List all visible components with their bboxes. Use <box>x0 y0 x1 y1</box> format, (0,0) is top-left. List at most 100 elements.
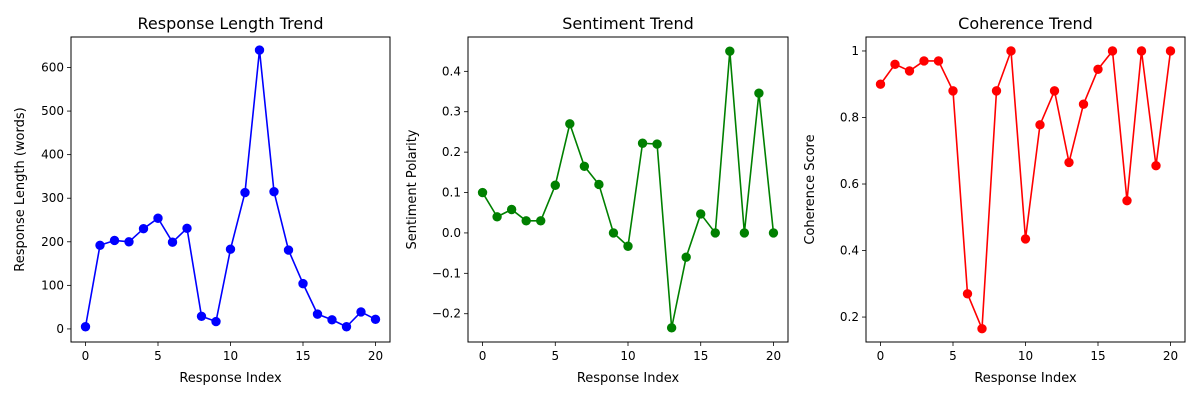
y-tick-label: 400 <box>41 148 64 162</box>
data-point <box>739 228 750 238</box>
y-tick-label: 0.3 <box>442 105 461 119</box>
data-point <box>124 237 134 247</box>
data-point <box>1020 234 1031 244</box>
data-point <box>1078 99 1089 109</box>
data-point <box>240 187 250 198</box>
y-tick-label: 300 <box>41 191 64 205</box>
data-point <box>594 179 604 190</box>
data-point <box>1064 157 1074 168</box>
y-tick-label: 0.6 <box>840 177 859 191</box>
data-point <box>550 180 560 190</box>
y-tick-label: 0.4 <box>840 244 859 258</box>
x-tick-label: 15 <box>693 349 708 363</box>
y-tick-label: 0.1 <box>442 186 461 200</box>
data-point <box>696 209 706 219</box>
y-tick-label: 100 <box>41 278 64 292</box>
y-tick-label: 0 <box>56 322 64 336</box>
data-point <box>153 213 163 223</box>
y-tick-label: 200 <box>41 235 64 249</box>
chart-panel-2: 0 5 10 15 20 −0.2 −0.1 0.0 0.1 0.2 0.3 0.4 Sentiment… <box>405 14 789 386</box>
data-point <box>370 314 381 325</box>
y-tick-label: 0.2 <box>840 310 859 324</box>
data-point <box>579 161 590 171</box>
data-point <box>492 212 502 222</box>
data-point <box>710 228 720 238</box>
y-tick-label: 0.8 <box>840 110 859 124</box>
data-point <box>269 186 279 197</box>
data-point <box>1006 46 1016 56</box>
x-tick-label: 0 <box>82 349 90 363</box>
data-point <box>768 228 779 238</box>
data-point <box>725 46 735 56</box>
data-point <box>1151 161 1161 171</box>
y-tick-label: 600 <box>41 61 64 75</box>
data-point <box>298 278 308 289</box>
chart-title: Sentiment Trend <box>562 14 694 33</box>
data-point <box>919 56 929 66</box>
data-point <box>182 223 192 233</box>
chart-title: Response Length Trend <box>138 14 324 33</box>
data-point <box>80 322 91 332</box>
y-tick-label: −0.2 <box>432 307 461 321</box>
y-axis-label: Response Length (words) <box>13 107 28 271</box>
data-point <box>356 307 366 317</box>
data-point <box>536 216 546 226</box>
data-point <box>875 79 886 89</box>
data-point <box>565 119 575 129</box>
data-point <box>608 228 619 238</box>
x-tick-label: 5 <box>551 349 559 363</box>
x-tick-label: 5 <box>949 349 957 363</box>
data-point <box>652 139 662 149</box>
data-point <box>991 86 1002 96</box>
x-axis-label: Response Index <box>974 371 1077 386</box>
data-point <box>109 235 120 246</box>
data-point <box>637 138 648 148</box>
x-tick-label: 5 <box>154 349 162 363</box>
data-point <box>1165 46 1176 56</box>
data-point <box>666 323 677 333</box>
data-point <box>1136 46 1147 56</box>
data-point <box>225 244 236 254</box>
x-tick-label: 0 <box>479 349 487 363</box>
data-point <box>1093 64 1103 74</box>
data-point <box>977 323 987 334</box>
data-point <box>890 59 900 69</box>
y-axis-label: Coherence Score <box>803 134 818 244</box>
data-point <box>681 252 691 262</box>
data-point <box>904 66 915 76</box>
x-tick-label: 10 <box>1018 349 1033 363</box>
data-point <box>312 309 323 319</box>
data-point <box>95 240 105 250</box>
data-point <box>521 216 531 226</box>
data-point <box>254 45 265 55</box>
x-axis-label: Response Index <box>179 371 282 386</box>
data-point <box>506 204 517 215</box>
data-point <box>948 86 958 96</box>
chart-panel-3: 0 5 10 15 20 0.2 0.4 0.6 0.8 1 Coherence Trend Resp… <box>803 14 1186 386</box>
data-point <box>327 315 337 325</box>
data-point <box>962 289 973 299</box>
y-tick-label: 0.4 <box>442 64 461 78</box>
data-point <box>754 88 764 98</box>
data-point <box>1122 195 1132 206</box>
x-tick-label: 10 <box>620 349 635 363</box>
y-tick-label: −0.1 <box>432 266 461 280</box>
data-point <box>138 224 149 234</box>
x-tick-label: 15 <box>295 349 310 363</box>
data-point <box>477 187 488 198</box>
y-tick-label: 0.0 <box>442 226 461 240</box>
data-point <box>341 322 352 332</box>
y-axis-label: Sentiment Polarity <box>405 129 420 249</box>
data-point <box>196 311 207 321</box>
data-point <box>1035 120 1045 130</box>
data-point <box>933 56 944 66</box>
x-tick-label: 20 <box>1163 349 1178 363</box>
x-tick-label: 0 <box>877 349 885 363</box>
y-tick-label: 500 <box>41 104 64 118</box>
x-axis-label: Response Index <box>577 371 680 386</box>
x-tick-label: 15 <box>1090 349 1105 363</box>
data-point <box>1049 86 1060 96</box>
